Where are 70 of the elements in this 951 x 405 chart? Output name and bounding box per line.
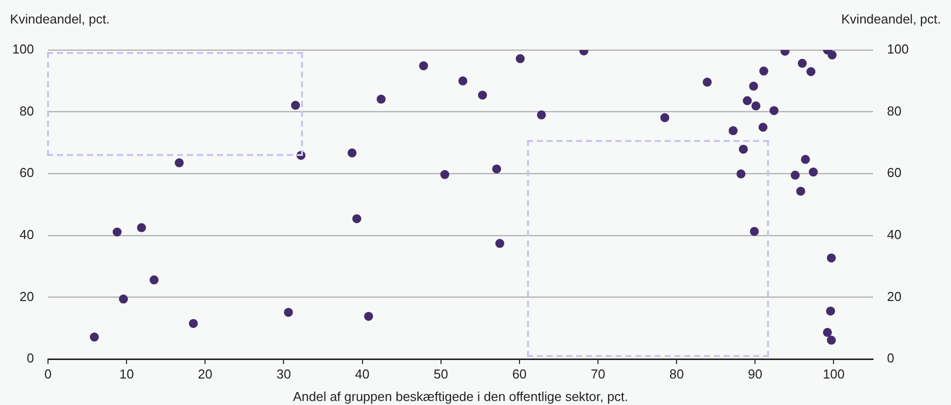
point	[440, 170, 450, 180]
x-tick-label: 100	[822, 366, 845, 382]
y2-tick-label: 0	[887, 350, 894, 366]
point	[751, 101, 760, 110]
point	[728, 126, 738, 136]
point	[738, 144, 748, 154]
y-tick-label: 100	[12, 42, 34, 57]
x-tick-label: 20	[198, 366, 212, 382]
point	[806, 67, 816, 76]
point	[174, 158, 184, 168]
y-tick-label: 80	[20, 103, 34, 118]
x-tick-label: 50	[434, 366, 448, 382]
y2-tick-label: 20	[887, 288, 902, 304]
point	[826, 306, 836, 316]
y2-tick-label: 60	[887, 165, 902, 180]
point	[419, 61, 428, 70]
x-axis-title: Andel af gruppen beskæftigede i den offentlige sektor, pct.	[292, 388, 628, 404]
y-tick-label: 40	[20, 226, 34, 242]
point	[742, 96, 752, 106]
point	[770, 106, 778, 116]
point	[828, 50, 837, 60]
y-tick-label: 0	[26, 350, 34, 366]
point	[348, 148, 357, 158]
point	[800, 154, 810, 164]
x-tick-label: 30	[276, 366, 291, 382]
point	[796, 186, 806, 196]
point	[702, 78, 712, 87]
point	[352, 214, 362, 224]
point	[536, 110, 546, 120]
y2-axis-title: Kvindeandel, pct.	[841, 12, 941, 27]
point	[90, 332, 99, 342]
point	[458, 76, 468, 86]
point	[495, 238, 504, 248]
y2-tick-label: 40	[887, 226, 902, 242]
point	[759, 66, 768, 76]
x-tick-label: 0	[44, 366, 52, 382]
x-tick-label: 60	[512, 366, 527, 382]
y2-tick-label: 80	[887, 103, 902, 118]
point	[364, 312, 374, 321]
y-tick-label: 20	[20, 288, 34, 304]
point	[516, 54, 525, 64]
x-tick-label: 90	[748, 366, 762, 382]
point	[188, 318, 198, 328]
y-tick-label: 60	[20, 165, 34, 180]
y-axis-title: Kvindeandel, pct.	[10, 12, 110, 27]
point	[826, 253, 836, 262]
point	[749, 82, 758, 91]
point	[822, 328, 832, 337]
point	[150, 275, 159, 284]
point	[478, 90, 487, 100]
point	[808, 168, 818, 177]
point	[118, 294, 128, 304]
point	[790, 170, 800, 180]
point	[291, 100, 300, 110]
point	[112, 228, 122, 236]
point	[492, 164, 502, 174]
point	[736, 169, 746, 178]
x-tick-label: 70	[590, 366, 606, 382]
point	[376, 94, 386, 104]
x-tick-label: 10	[119, 366, 134, 382]
point	[758, 122, 768, 132]
point	[137, 223, 146, 232]
point	[826, 336, 836, 345]
x-tick-label: 40	[355, 366, 370, 382]
y2-tick-label: 100	[887, 42, 909, 57]
point	[750, 226, 759, 236]
x-tick-label: 80	[669, 366, 684, 382]
point	[660, 113, 670, 122]
point	[284, 308, 293, 317]
point	[798, 58, 807, 68]
